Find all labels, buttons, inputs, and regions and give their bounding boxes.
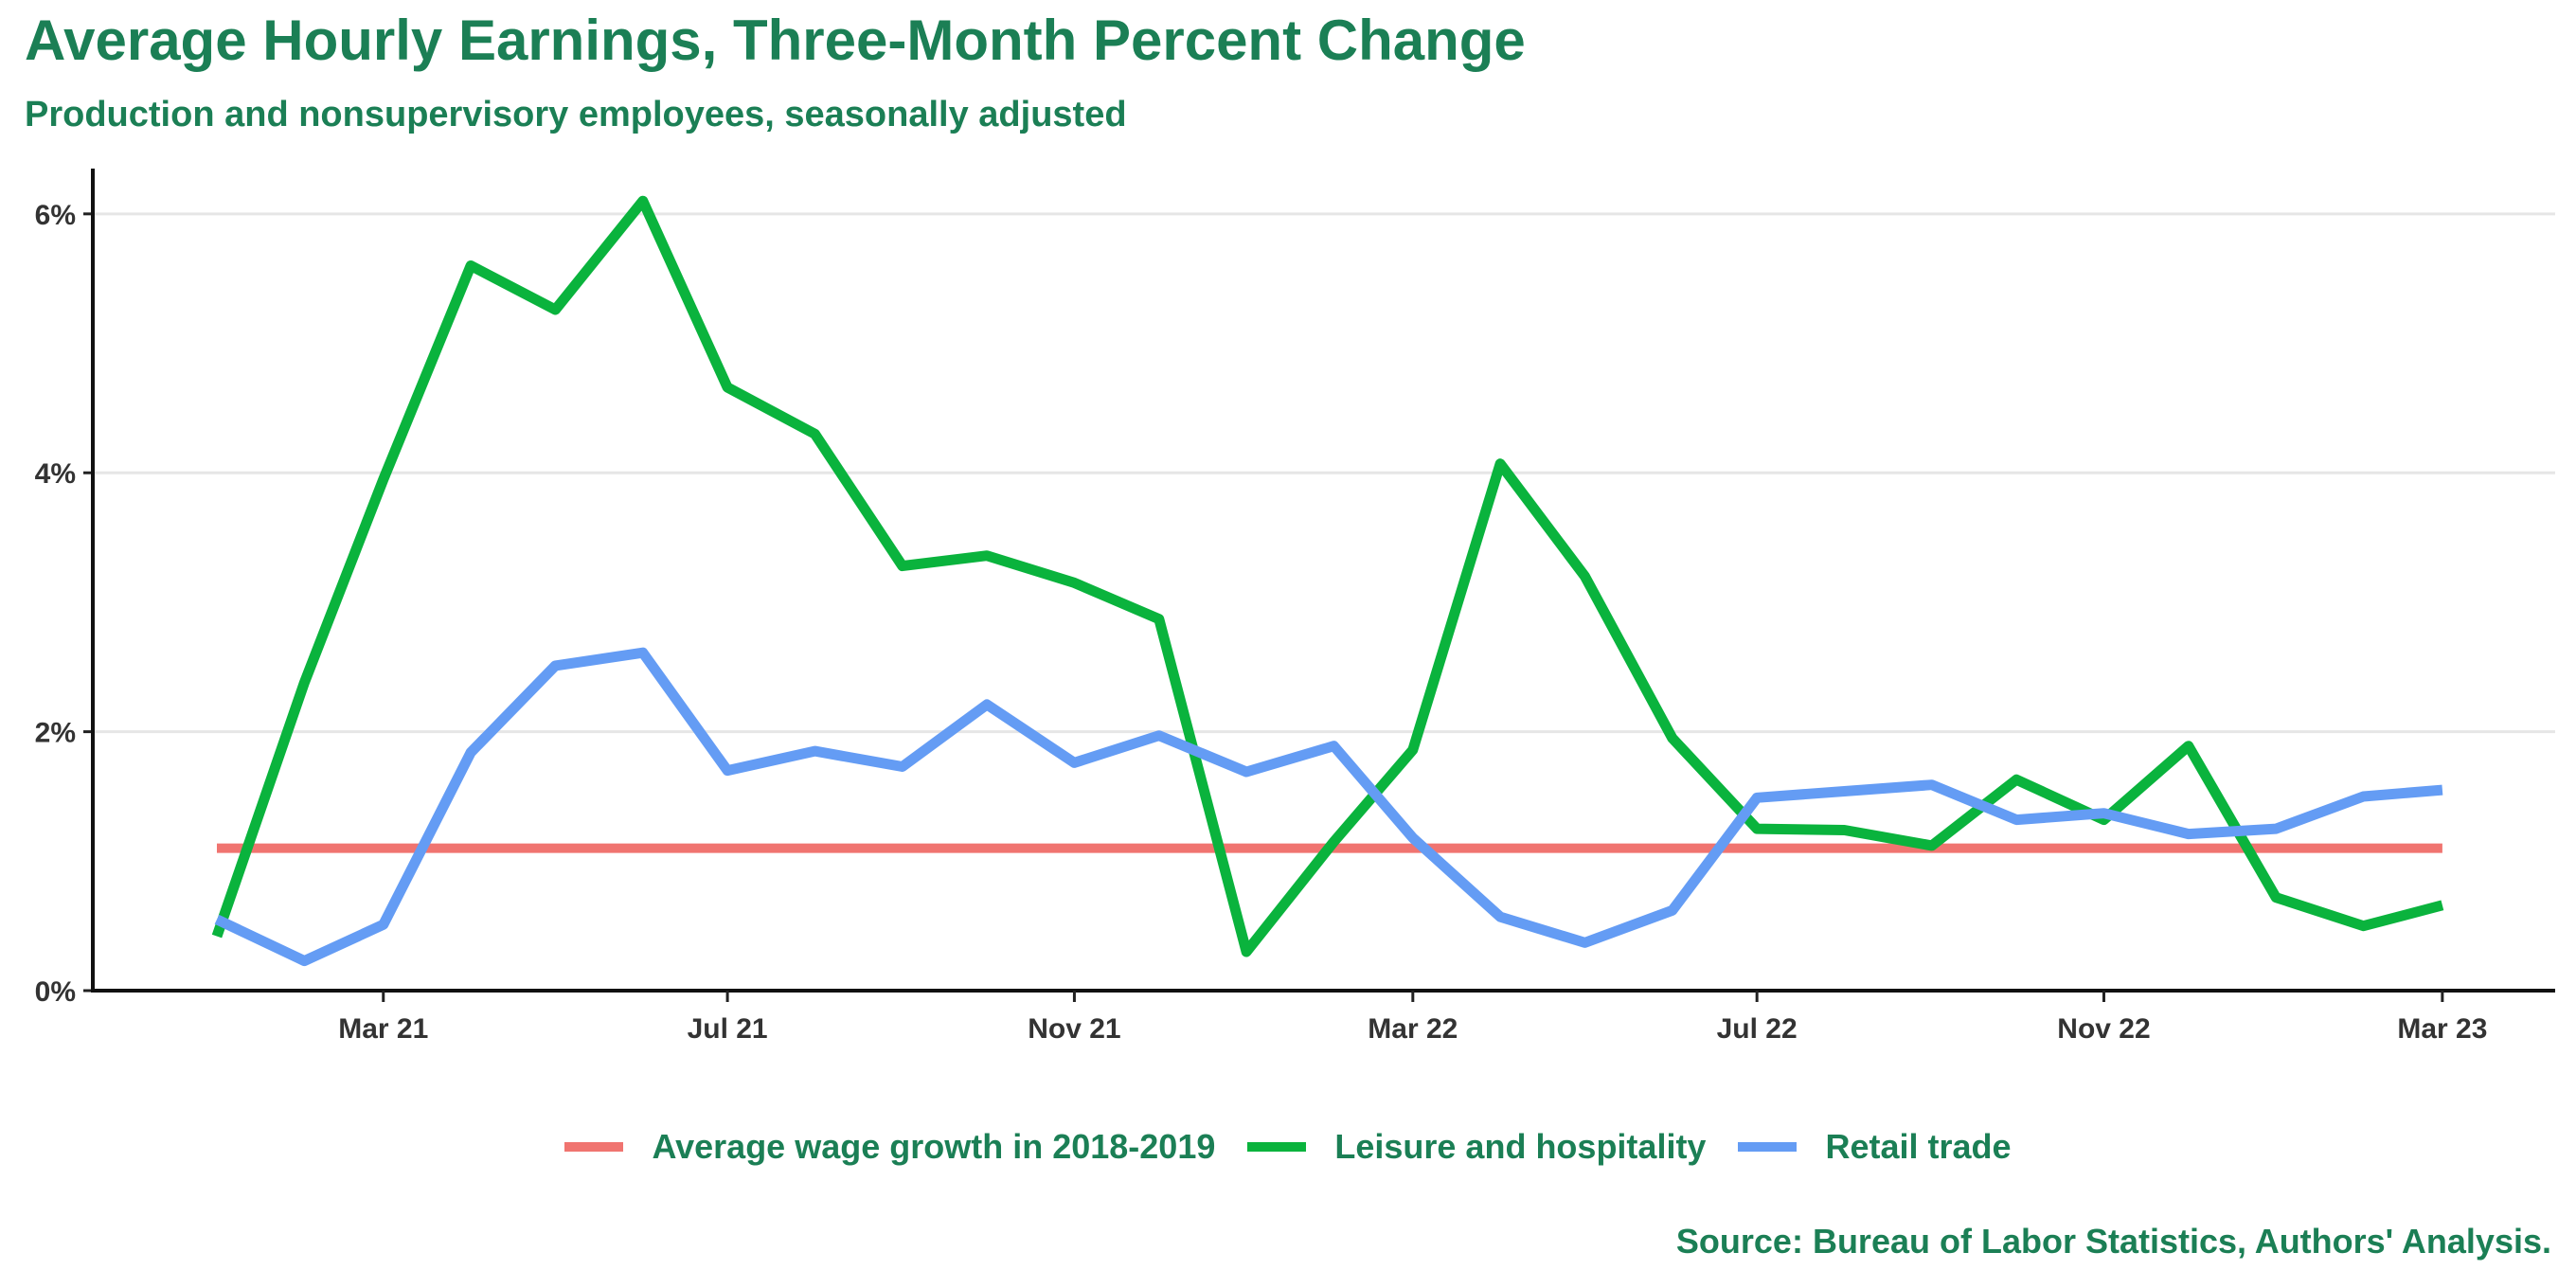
x-tick-label-3: Mar 22: [1368, 1013, 1458, 1045]
x-tick-label-1: Jul 21: [688, 1013, 768, 1045]
legend-item-1: Leisure and hospitality: [1247, 1127, 1706, 1167]
legend-label-2: Retail trade: [1825, 1127, 2012, 1166]
x-tick-label-6: Mar 23: [2397, 1013, 2487, 1045]
line-chart: 0% 2% 4% 6% Mar 21 Jul 21 Nov 21 Mar 22 Jul 22 No…: [35, 169, 2555, 1045]
series-line-2: [214, 647, 2443, 967]
chart-title: Average Hourly Earnings, Three-Month Per…: [25, 9, 1526, 72]
legend: Average wage growth in 2018-2019 Leisure …: [0, 1127, 2576, 1167]
axes: [83, 169, 2555, 1002]
y-tick-label-3: 6%: [35, 200, 76, 231]
tick-labels: 0% 2% 4% 6% Mar 21 Jul 21 Nov 21 Mar 22 Jul 22 No…: [35, 200, 2488, 1045]
legend-label-1: Leisure and hospitality: [1334, 1127, 1707, 1166]
x-tick-label-5: Nov 22: [2057, 1013, 2150, 1045]
legend-swatch-2: [1738, 1142, 1798, 1152]
legend-swatch-0: [564, 1142, 624, 1152]
series-lines: [211, 195, 2444, 967]
source-note: Source: Bureau of Labor Statistics, Auth…: [1675, 1222, 2551, 1261]
y-tick-label-1: 2%: [35, 718, 76, 749]
chart-subtitle: Production and nonsupervisory employees,…: [25, 95, 1127, 134]
legend-item-0: Average wage growth in 2018-2019: [564, 1127, 1215, 1167]
legend-swatch-1: [1247, 1142, 1307, 1152]
x-tick-label-4: Jul 22: [1717, 1013, 1798, 1045]
x-tick-label-2: Nov 21: [1028, 1013, 1120, 1045]
legend-item-2: Retail trade: [1738, 1127, 2012, 1167]
y-tick-label-2: 4%: [35, 458, 76, 490]
series-line-1: [211, 195, 2444, 957]
x-tick-label-0: Mar 21: [338, 1013, 428, 1045]
y-tick-label-0: 0%: [35, 976, 76, 1008]
gridlines: [93, 212, 2555, 993]
legend-label-0: Average wage growth in 2018-2019: [652, 1127, 1216, 1166]
